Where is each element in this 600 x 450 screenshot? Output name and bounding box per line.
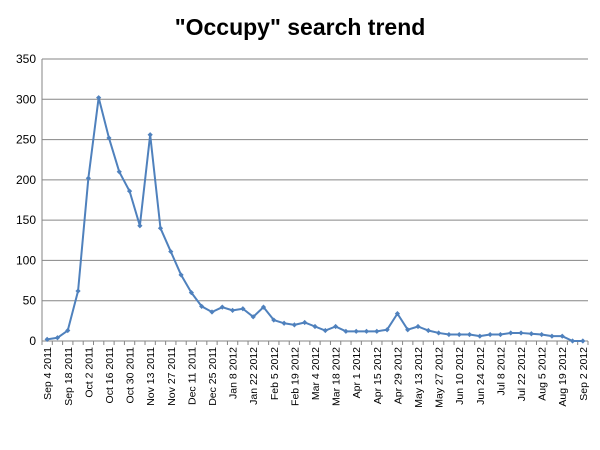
x-axis: Sep 4 2011 Sep 18 2011 Oct 2 2011 Oct 16 20… xyxy=(41,340,590,408)
x-tick-label: Feb 19 2012 xyxy=(289,347,301,406)
data-point xyxy=(569,338,576,344)
data-point xyxy=(580,338,586,344)
series-occupy xyxy=(44,95,586,344)
data-point xyxy=(363,328,370,334)
data-point xyxy=(333,323,339,330)
chart-title: "Occupy" search trend xyxy=(174,14,426,40)
x-tick-label: Sep 18 2011 xyxy=(63,347,75,406)
data-point xyxy=(65,327,71,334)
data-point xyxy=(291,322,297,328)
x-tick-label: Jun 10 2012 xyxy=(454,347,466,405)
x-tick-label: Oct 30 2011 xyxy=(125,347,137,404)
data-point xyxy=(54,335,61,341)
data-point xyxy=(446,331,452,338)
data-point xyxy=(106,135,112,141)
y-tick-label: 200 xyxy=(16,173,36,187)
x-tick-label: May 27 2012 xyxy=(434,347,446,408)
x-tick-label: Oct 16 2011 xyxy=(104,347,116,404)
x-tick-label: Oct 2 2011 xyxy=(83,347,95,398)
x-tick-label: Nov 27 2011 xyxy=(166,347,178,406)
data-point xyxy=(312,323,318,330)
data-point xyxy=(415,323,421,330)
x-tick-label: May 13 2012 xyxy=(413,347,425,408)
data-point xyxy=(436,330,442,336)
data-point xyxy=(75,288,81,294)
data-point xyxy=(394,311,401,317)
x-tick-label: Jun 24 2012 xyxy=(475,347,487,405)
x-tick-label: Aug 5 2012 xyxy=(537,347,549,401)
y-tick-label: 100 xyxy=(16,253,36,267)
data-point xyxy=(126,188,133,194)
x-tick-label: Jan 22 2012 xyxy=(248,347,260,405)
data-point xyxy=(487,331,493,338)
data-point xyxy=(219,304,225,310)
data-point xyxy=(240,306,246,312)
data-point xyxy=(44,336,50,342)
x-tick-label: Dec 25 2011 xyxy=(207,347,219,406)
data-point xyxy=(384,327,390,333)
data-point xyxy=(137,223,143,229)
x-tick-label: Mar 4 2012 xyxy=(310,347,322,400)
x-tick-label: Nov 13 2011 xyxy=(145,347,157,406)
data-point xyxy=(271,317,277,323)
data-point xyxy=(559,333,565,339)
data-point xyxy=(466,331,473,338)
data-point xyxy=(539,331,545,338)
data-point xyxy=(405,327,411,333)
y-tick-label: 250 xyxy=(16,133,36,147)
x-tick-label: Aug 19 2012 xyxy=(557,347,569,407)
data-point xyxy=(477,333,483,339)
data-point xyxy=(96,95,102,101)
data-point xyxy=(528,331,534,337)
x-tick-label: Jan 8 2012 xyxy=(228,347,240,399)
data-point xyxy=(374,328,380,334)
data-point xyxy=(199,303,205,309)
x-tick-label: Feb 5 2012 xyxy=(269,347,281,400)
x-tick-label: Apr 15 2012 xyxy=(372,347,384,404)
data-point xyxy=(209,309,215,315)
data-point xyxy=(343,328,349,334)
data-point xyxy=(353,328,359,334)
x-tick-label: Dec 11 2011 xyxy=(186,347,198,405)
data-point xyxy=(157,225,164,231)
y-tick-label: 50 xyxy=(23,294,37,308)
x-tick-label: Apr 1 2012 xyxy=(351,347,363,399)
y-tick-label: 300 xyxy=(16,92,36,106)
data-point xyxy=(85,175,91,181)
data-point xyxy=(250,314,256,320)
x-tick-label: Mar 18 2012 xyxy=(331,347,343,406)
data-point xyxy=(168,248,174,255)
data-point xyxy=(518,330,524,336)
y-tick-label: 150 xyxy=(16,213,36,227)
data-point xyxy=(425,327,431,334)
data-point xyxy=(260,304,267,310)
x-tick-label: Jul 22 2012 xyxy=(516,347,528,401)
x-tick-label: Apr 29 2012 xyxy=(392,347,404,404)
data-point xyxy=(322,327,328,334)
data-point xyxy=(281,320,287,326)
data-point xyxy=(116,169,122,175)
y-tick-label: 350 xyxy=(16,52,36,66)
data-point xyxy=(456,331,462,338)
gridlines xyxy=(42,58,588,302)
data-point xyxy=(188,290,194,296)
series-line xyxy=(46,96,583,342)
y-tick-label: 0 xyxy=(29,334,36,348)
x-tick-label: Sep 4 2011 xyxy=(42,347,54,400)
data-point xyxy=(229,307,236,313)
data-point xyxy=(178,272,184,278)
data-point xyxy=(147,132,153,138)
x-tick-label: Jul 8 2012 xyxy=(495,347,507,396)
x-tick-label: Sep 2 2012 xyxy=(578,347,590,401)
y-axis: 0 50 100 150 200 250 300 350 xyxy=(16,52,43,348)
data-point xyxy=(497,331,504,338)
data-point xyxy=(302,319,308,326)
data-point xyxy=(549,333,555,339)
data-point xyxy=(508,330,514,336)
